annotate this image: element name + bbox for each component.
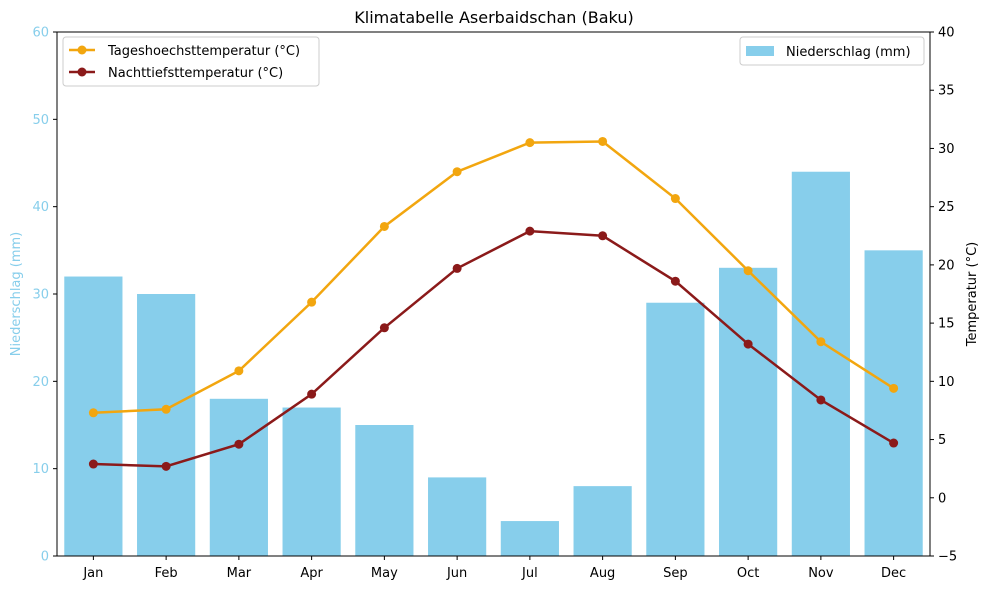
right-tick-label: 35 (938, 84, 955, 99)
legend-label-low: Nachttiefsttemperatur (°C) (108, 66, 283, 81)
temp-point-1-aug (598, 231, 608, 241)
right-tick-label: 0 (938, 491, 946, 506)
temp-point-1-jan (88, 459, 98, 469)
right-tick-label: 15 (938, 317, 955, 332)
x-tick-label: Aug (590, 566, 615, 581)
lines-layer (88, 136, 899, 471)
left-tick-label: 30 (32, 288, 49, 303)
precip-bar-nov (791, 171, 850, 556)
right-tick-label: 40 (938, 26, 955, 41)
temp-point-1-jun (452, 263, 462, 273)
precip-bar-mar (209, 398, 268, 556)
right-tick-label: 30 (938, 142, 955, 157)
x-tick-label: May (371, 566, 398, 581)
temp-point-1-dec (889, 438, 899, 448)
temp-point-1-feb (161, 461, 171, 471)
temp-point-0-feb (161, 404, 171, 414)
left-axis-label: Niederschlag (mm) (9, 232, 24, 357)
temp-point-1-may (379, 323, 389, 333)
right-tick-label: 25 (938, 200, 955, 215)
legend-swatch-precip (746, 46, 774, 56)
temp-point-0-dec (889, 383, 899, 393)
bars-layer (64, 171, 923, 557)
temp-point-0-apr (307, 297, 317, 307)
temp-point-1-mar (234, 439, 244, 449)
temp-point-0-oct (743, 266, 753, 276)
temp-point-0-nov (816, 337, 826, 347)
left-tick-label: 40 (32, 200, 49, 215)
left-y-axis: 0 10 20 30 40 50 60 (32, 26, 57, 565)
precip-bar-aug (573, 486, 632, 556)
precip-bar-sep (646, 302, 705, 556)
legend-dot-high-marker (77, 45, 87, 55)
line-legend-box (62, 36, 320, 87)
precip-bar-dec (864, 250, 923, 557)
legend-dot-low-marker (77, 67, 87, 77)
temp-line-1 (93, 229, 895, 468)
left-tick-label: 10 (32, 462, 49, 477)
temp-point-0-mar (234, 366, 244, 376)
x-tick-label: Sep (663, 566, 688, 581)
x-tick-label: Dec (881, 566, 906, 581)
precip-bar-feb (137, 294, 196, 556)
temp-point-0-may (379, 221, 389, 231)
left-tick-label: 50 (32, 113, 49, 128)
temp-line-0 (93, 140, 895, 415)
bar-legend: Niederschlag (mm) (739, 36, 925, 66)
x-tick-label: Jan (82, 566, 103, 581)
temp-point-1-apr (307, 389, 317, 399)
precip-bar-jun (428, 477, 487, 556)
right-tick-label: 5 (938, 433, 946, 448)
temp-point-1-oct (743, 339, 753, 349)
precip-bar-may (355, 425, 414, 556)
left-tick-label: 0 (41, 550, 49, 565)
right-tick-label: 10 (938, 375, 955, 390)
temp-point-0-jun (452, 167, 462, 177)
legend-label-precip: Niederschlag (mm) (786, 45, 911, 60)
precip-bar-apr (282, 407, 341, 556)
right-tick-label: 20 (938, 258, 955, 273)
left-tick-label: 60 (32, 26, 49, 41)
x-tick-label: Jul (521, 566, 538, 581)
temp-point-0-jan (88, 408, 98, 418)
temp-point-0-sep (670, 194, 680, 204)
x-axis: Jan Feb Mar Apr May Jun Jul Aug Sep Oct Nov Dec (82, 556, 906, 581)
temp-point-1-nov (816, 395, 826, 405)
precip-bar-jul (500, 521, 559, 556)
left-tick-label: 20 (32, 375, 49, 390)
temp-point-0-aug (598, 136, 608, 146)
chart-title: Klimatabelle Aserbaidschan (Baku) (354, 8, 633, 27)
x-tick-label: Nov (808, 566, 834, 581)
precip-bar-oct (719, 267, 778, 556)
line-legend: Tageshoechsttemperatur (°C) Nachttiefstt… (62, 36, 320, 87)
bar-legend-box (739, 36, 925, 66)
temp-point-1-jul (525, 226, 535, 236)
right-axis-label: Temperatur (°C) (965, 242, 980, 348)
x-tick-label: Feb (155, 566, 178, 581)
x-tick-label: Apr (300, 566, 323, 581)
right-tick-label: −5 (938, 550, 957, 565)
temp-point-0-jul (525, 138, 535, 148)
right-y-axis: −5 0 5 10 15 20 25 30 35 40 (930, 26, 957, 565)
x-tick-label: Oct (737, 566, 759, 581)
legend-label-high: Tageshoechsttemperatur (°C) (107, 44, 300, 59)
temp-point-1-sep (670, 276, 680, 286)
x-tick-label: Mar (227, 566, 252, 581)
x-tick-label: Jun (446, 566, 467, 581)
